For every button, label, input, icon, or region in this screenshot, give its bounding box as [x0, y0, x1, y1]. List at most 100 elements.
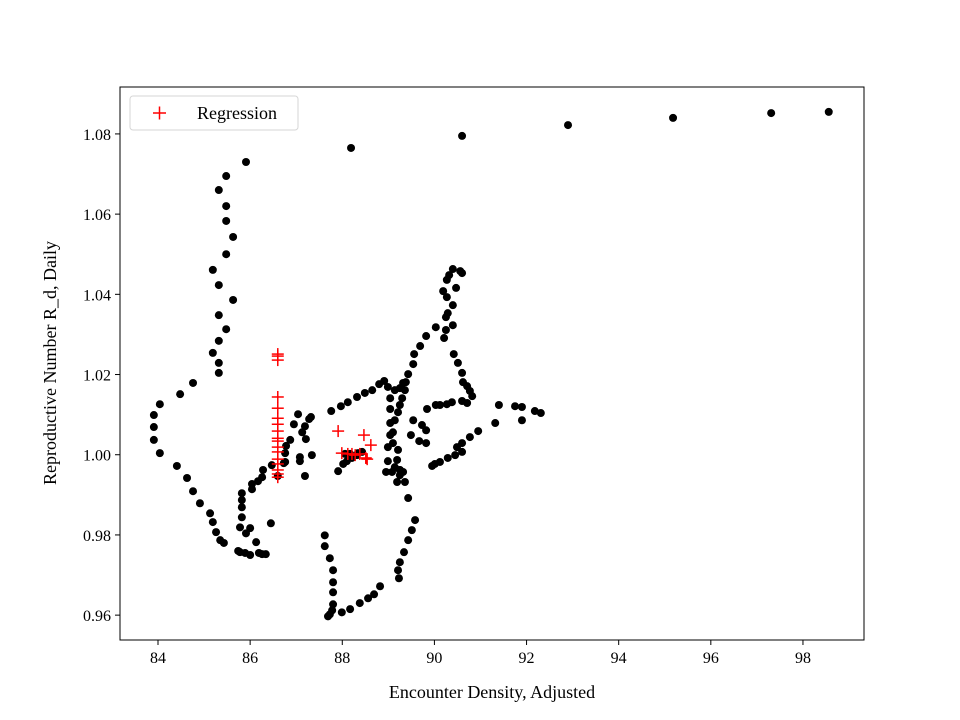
data-point [336, 402, 345, 411]
data-point [409, 416, 418, 425]
data-point [258, 473, 267, 482]
data-point [400, 386, 409, 395]
data-point [386, 405, 395, 414]
data-point [176, 390, 185, 399]
y-tick-label: 0.98 [83, 528, 111, 545]
regression-point [332, 425, 345, 438]
data-point [329, 578, 338, 587]
x-tick-label: 92 [519, 650, 535, 667]
data-point [149, 423, 158, 432]
regression-point [271, 354, 284, 367]
data-point [458, 368, 467, 377]
data-point [448, 301, 457, 310]
data-point [329, 588, 338, 597]
data-point [241, 157, 250, 166]
data-point [368, 386, 377, 395]
data-point [214, 186, 223, 195]
data-point [406, 431, 415, 440]
data-point [337, 608, 346, 617]
data-point [388, 467, 397, 476]
y-axis-label: Reproductive Number R_d, Daily [40, 241, 60, 485]
data-point [415, 437, 424, 446]
data-point [259, 465, 268, 474]
data-point [386, 394, 395, 403]
data-point [452, 283, 461, 292]
data-point [536, 409, 545, 418]
data-point [208, 348, 217, 357]
data-point [422, 439, 431, 448]
data-point [416, 342, 425, 351]
y-tick-label: 1.04 [83, 287, 111, 304]
data-point [172, 461, 181, 470]
data-point [208, 265, 217, 274]
data-point [252, 538, 261, 547]
regression-point [271, 471, 284, 484]
data-point [222, 325, 231, 334]
data-point [343, 398, 352, 407]
data-point [360, 388, 369, 397]
regression-point [271, 390, 284, 403]
data-point [320, 531, 329, 540]
data-point [445, 271, 454, 280]
data-point [400, 548, 409, 557]
y-tick-label: 0.96 [83, 608, 111, 625]
data-point [195, 499, 204, 508]
data-point [355, 599, 364, 608]
data-point [474, 427, 483, 436]
data-point [246, 550, 255, 559]
data-point [237, 489, 246, 498]
data-point [329, 600, 338, 609]
data-point [241, 529, 250, 538]
data-point [266, 519, 275, 528]
data-point [183, 473, 192, 482]
x-axis: 84 86 88 90 92 94 96 98 [150, 640, 811, 667]
data-point [448, 265, 457, 274]
regression-point [335, 447, 348, 460]
data-point [443, 453, 452, 462]
legend-plus-marker [153, 106, 166, 120]
data-point [410, 350, 419, 359]
data-point [364, 594, 373, 603]
y-tick-label: 1.02 [83, 368, 111, 385]
regression-point [359, 451, 372, 464]
data-point [155, 449, 164, 458]
data-point [214, 311, 223, 320]
regression-point [349, 449, 362, 462]
data-point [279, 459, 288, 468]
data-point [399, 467, 408, 476]
data-point [517, 416, 526, 425]
x-axis-label: Encounter Density, Adjusted [389, 682, 595, 702]
data-point [458, 131, 467, 140]
data-point [453, 358, 462, 367]
legend-box [129, 95, 299, 131]
x-tick-label: 90 [426, 650, 442, 667]
data-point [824, 107, 833, 116]
data-point [222, 216, 231, 225]
data-point [189, 487, 198, 496]
data-point [463, 399, 472, 407]
data-point [390, 416, 399, 425]
data-point [431, 323, 440, 332]
x-tick-label: 88 [334, 650, 350, 667]
data-point [398, 394, 407, 403]
data-point [399, 378, 408, 387]
data-point [422, 332, 431, 341]
data-point [394, 566, 403, 575]
data-point [423, 405, 432, 414]
y-tick-label: 1.06 [83, 207, 111, 224]
data-point [289, 420, 298, 429]
x-tick-label: 84 [150, 650, 166, 667]
data-point [237, 496, 246, 505]
data-point [404, 536, 413, 545]
data-point [767, 109, 776, 118]
data-point [395, 558, 404, 567]
x-tick-label: 98 [795, 650, 811, 667]
data-point [236, 523, 245, 532]
data-point [447, 398, 456, 407]
data-point [449, 350, 458, 359]
data-point [400, 478, 409, 486]
data-point [219, 538, 228, 547]
data-point [329, 566, 338, 575]
data-point [286, 435, 295, 444]
